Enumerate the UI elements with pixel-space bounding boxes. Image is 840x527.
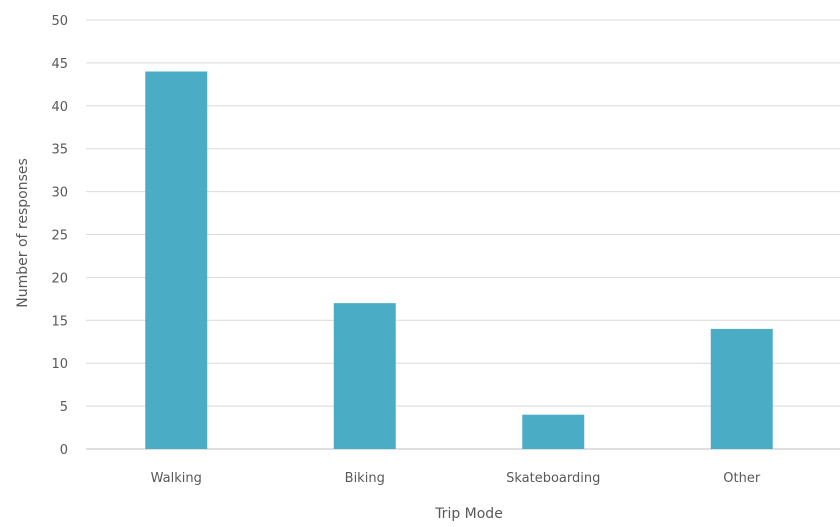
y-tick-label: 35 [51, 143, 68, 158]
x-tick-label: Walking [151, 471, 202, 486]
y-axis-ticks: 0 5 10 15 20 25 30 35 40 45 50 [51, 14, 68, 458]
y-tick-label: 25 [51, 229, 68, 244]
y-tick-label: 10 [51, 357, 68, 372]
bar-other [710, 328, 773, 449]
bar-walking [145, 71, 208, 449]
y-tick-label: 45 [51, 57, 68, 72]
x-axis-title: Trip Mode [434, 506, 503, 522]
y-tick-label: 15 [51, 314, 68, 329]
bars [145, 71, 773, 449]
bar-biking [333, 303, 396, 449]
x-tick-label: Biking [345, 471, 385, 486]
y-tick-label: 50 [51, 14, 68, 29]
bar-skateboarding [522, 414, 585, 449]
x-tick-label: Skateboarding [506, 471, 600, 486]
gridlines [86, 19, 840, 450]
y-axis-title: Number of responses [15, 158, 31, 308]
x-tick-label: Other [723, 471, 761, 486]
y-tick-label: 20 [51, 271, 68, 286]
x-axis-ticks: Walking Biking Skateboarding Other [151, 471, 761, 486]
y-tick-label: 30 [51, 186, 68, 201]
y-tick-label: 0 [60, 443, 68, 458]
y-tick-label: 40 [51, 100, 68, 115]
y-tick-label: 5 [60, 400, 68, 415]
